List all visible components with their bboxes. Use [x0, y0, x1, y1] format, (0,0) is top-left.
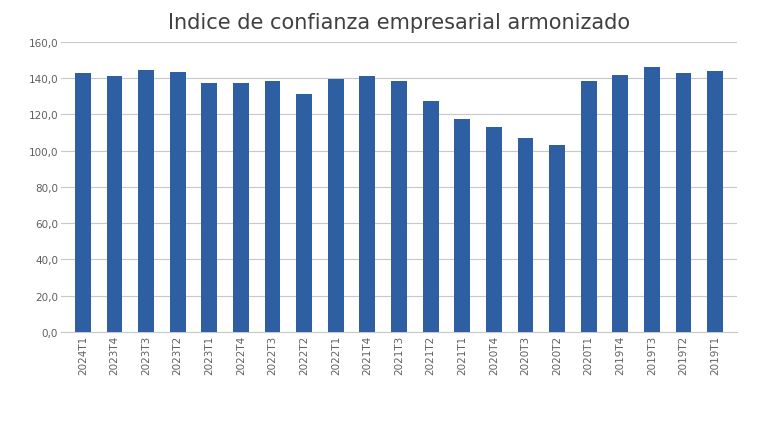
Bar [296, 95, 312, 332]
Bar [359, 77, 375, 332]
Bar [106, 77, 122, 332]
Bar [581, 81, 597, 332]
Bar [201, 83, 217, 332]
Bar [486, 128, 502, 332]
Bar [423, 101, 439, 332]
Title: Indice de confianza empresarial armonizado: Indice de confianza empresarial armoniza… [168, 13, 630, 33]
Bar [644, 68, 660, 332]
Bar [707, 72, 723, 332]
Bar [613, 76, 629, 332]
Bar [233, 83, 249, 332]
Bar [75, 74, 91, 332]
Bar [676, 74, 692, 332]
Bar [169, 72, 185, 332]
Bar [454, 120, 470, 332]
Bar [138, 71, 154, 332]
Bar [518, 138, 534, 332]
Bar [264, 81, 280, 332]
Bar [549, 146, 565, 332]
Bar [328, 80, 344, 332]
Bar [391, 81, 407, 332]
